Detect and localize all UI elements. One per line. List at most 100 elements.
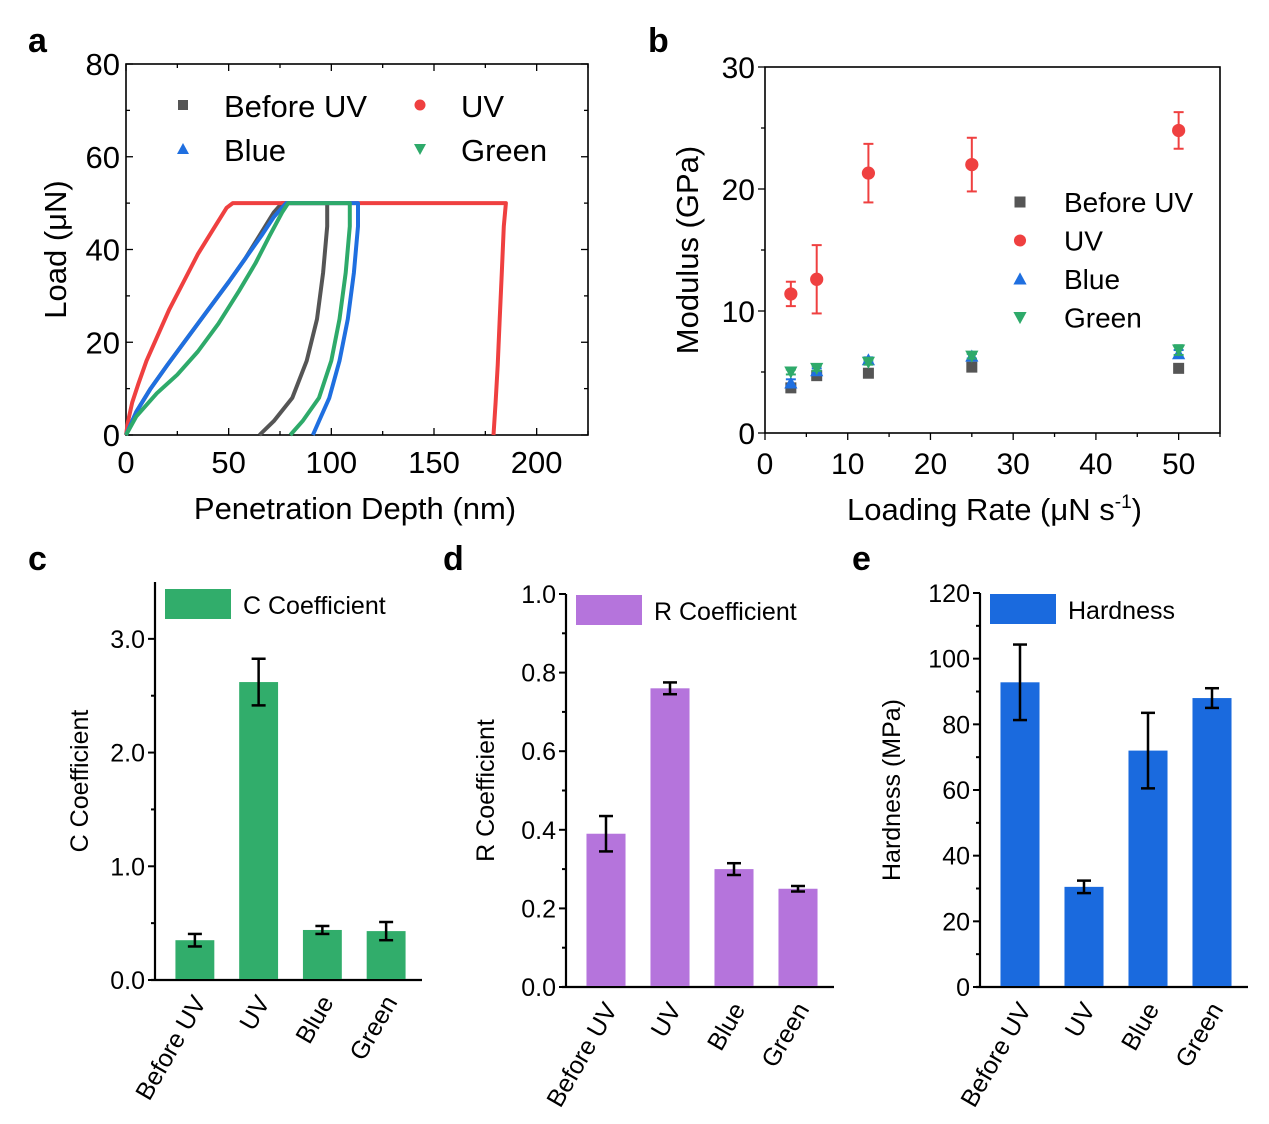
legend-marker-blue — [177, 143, 189, 154]
bar-uv — [239, 682, 279, 979]
data-point-before_uv — [862, 367, 874, 379]
legend-swatch — [165, 589, 231, 619]
panel-e-bar-chart: 0 20 40 60 80 100 120 Hardness (MPa) Before UV UV… — [878, 580, 1248, 1112]
x-tick-label: UV — [1060, 998, 1102, 1042]
legend-marker-uv — [1013, 234, 1027, 247]
data-point-uv — [861, 166, 876, 180]
x-axis-title: Loading Rate (μN s-1) — [847, 492, 1142, 527]
panel-label-b: b — [648, 22, 669, 60]
x-tick-label: 0 — [757, 448, 774, 481]
x-axis-title: Penetration Depth (nm) — [194, 491, 516, 526]
x-tick-label: Blue — [1116, 998, 1165, 1055]
y-tick-label: 2.0 — [110, 740, 145, 768]
y-tick-label: 120 — [928, 580, 970, 608]
legend-label-before_uv: Before UV — [1064, 187, 1193, 218]
legend-swatch — [576, 595, 642, 625]
y-axis-title: Modulus (GPa) — [670, 146, 705, 354]
data-point-uv — [784, 287, 798, 301]
legend-label-before_uv: Before UV — [224, 89, 367, 124]
series-line-uv — [124, 201, 508, 436]
y-tick-label: 30 — [722, 52, 755, 85]
x-tick-label: 100 — [305, 445, 357, 480]
y-tick-label: 40 — [942, 843, 970, 871]
data-point-uv — [810, 272, 824, 286]
series-line-green — [124, 201, 352, 437]
y-tick-label: 10 — [722, 296, 755, 329]
y-tick-label: 100 — [928, 646, 970, 674]
y-tick-label: 0.0 — [110, 967, 145, 995]
legend-label-blue: Blue — [224, 133, 286, 168]
y-tick-label: 20 — [722, 174, 755, 207]
bar-green — [1192, 698, 1232, 986]
x-tick-label: UV — [234, 991, 276, 1035]
panel-label-d: d — [443, 540, 464, 578]
y-tick-label: 3.0 — [110, 626, 145, 654]
y-axis-title: Hardness (MPa) — [878, 699, 906, 881]
panel-d-bar-chart: 0.0 0.2 0.4 0.6 0.8 1.0 R Coefficient Before UV… — [472, 581, 834, 1112]
panel-a-load-depth-chart: 0 50 100 150 200 0 20 40 60 80 Penetration Depth (… — [38, 47, 589, 526]
data-point-green — [810, 362, 824, 375]
legend-marker-green — [414, 144, 426, 155]
data-point-green — [1172, 344, 1186, 357]
y-tick-label: 80 — [942, 711, 970, 739]
x-tick-label: UV — [646, 998, 688, 1042]
bar-uv — [1064, 886, 1104, 986]
panel-c-bar-chart: 0.0 1.0 2.0 3.0 C Coefficient Before UV UV Blue… — [66, 582, 422, 1105]
x-tick-label: 10 — [831, 448, 864, 481]
y-tick-label: 20 — [942, 908, 970, 936]
y-tick-label: 0.0 — [521, 974, 556, 1002]
bar-before-uv — [1000, 682, 1040, 986]
x-tick-label: 50 — [211, 445, 245, 480]
x-tick-label: 0 — [117, 445, 134, 480]
legend-marker-before_uv — [1014, 196, 1026, 208]
data-point-uv — [1172, 123, 1186, 138]
plot-frame — [764, 66, 1221, 434]
legend-swatch — [990, 594, 1056, 624]
x-tick-label: Blue — [290, 991, 339, 1048]
x-tick-label: 20 — [914, 448, 947, 481]
legend-label: Hardness — [1068, 597, 1175, 625]
x-tick-label: 200 — [511, 445, 563, 480]
legend-label-blue: Blue — [1064, 264, 1120, 295]
x-tick-label: Before UV — [541, 998, 623, 1112]
legend-label-uv: UV — [1064, 226, 1103, 257]
y-tick-label: 1.0 — [521, 581, 556, 609]
legend-label-green: Green — [1064, 303, 1142, 334]
panel-label-e: e — [852, 540, 871, 578]
data-point-green — [784, 366, 798, 379]
x-tick-label: 50 — [1162, 448, 1195, 481]
bar-blue — [1128, 750, 1168, 986]
legend-marker-green — [1013, 312, 1027, 325]
bar-blue — [714, 869, 754, 986]
series-line-blue — [124, 201, 360, 436]
x-tick-label: 150 — [408, 445, 460, 480]
y-tick-label: 0 — [956, 974, 970, 1002]
legend-marker-before_uv — [178, 100, 188, 110]
data-point-before_uv — [966, 361, 978, 373]
legend-label: C Coefficient — [243, 592, 386, 620]
x-tick-label: Before UV — [130, 991, 212, 1105]
x-tick-label: Green — [1170, 998, 1229, 1072]
bar-blue — [302, 929, 342, 979]
legend-label-green: Green — [461, 133, 547, 168]
x-tick-label: 30 — [996, 448, 1029, 481]
data-point-green — [965, 350, 979, 363]
x-tick-label: Before UV — [955, 998, 1037, 1112]
y-tick-label: 20 — [86, 325, 120, 360]
y-tick-label: 60 — [942, 777, 970, 805]
data-point-before_uv — [1173, 362, 1185, 374]
y-tick-label: 0.6 — [521, 738, 556, 766]
data-point-uv — [965, 158, 979, 172]
legend: Before UV UV Blue Green — [1013, 187, 1193, 334]
x-tick-label: 40 — [1079, 448, 1112, 481]
y-tick-label: 0 — [103, 418, 120, 453]
y-tick-label: 60 — [86, 140, 120, 175]
legend-marker-uv — [414, 99, 426, 111]
bar-uv — [650, 688, 690, 986]
legend-label-uv: UV — [461, 89, 504, 124]
y-tick-label: 0.8 — [521, 660, 556, 688]
bar-before-uv — [586, 833, 626, 986]
y-tick-label: 40 — [86, 233, 120, 268]
bar-green — [778, 888, 818, 986]
